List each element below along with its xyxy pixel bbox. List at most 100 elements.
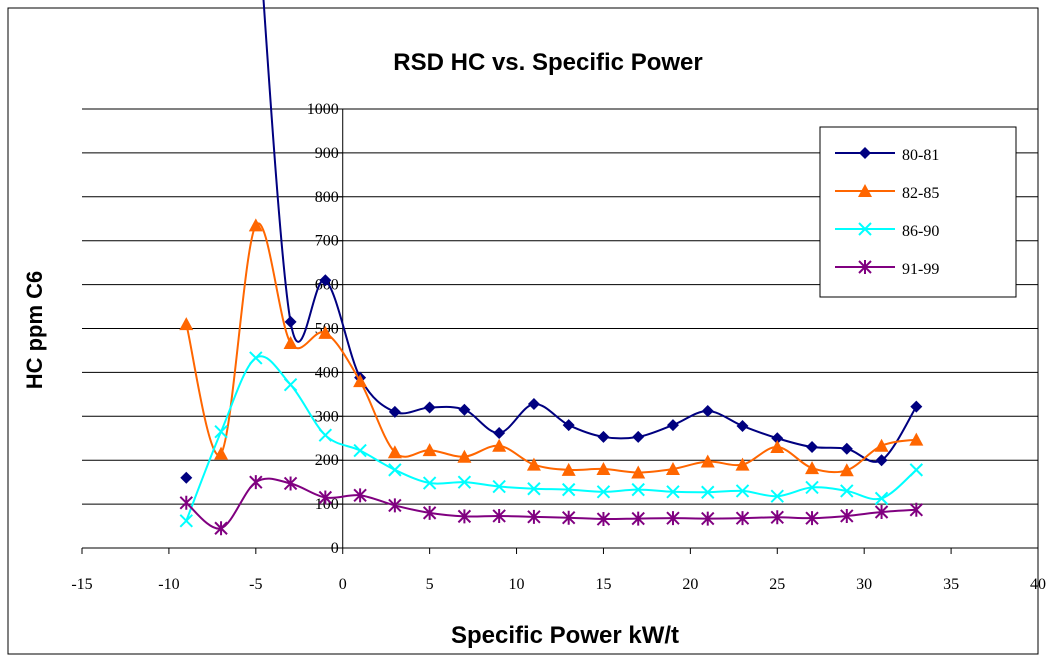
- marker: [388, 463, 402, 477]
- marker: [632, 430, 645, 443]
- marker: [631, 482, 645, 497]
- marker: [422, 443, 437, 457]
- marker: [909, 463, 924, 477]
- marker: [665, 461, 680, 475]
- y-tick-label: 200: [315, 452, 339, 469]
- marker: [874, 438, 889, 452]
- y-tick-label: 300: [315, 408, 339, 425]
- chart-frame: [7, 7, 1039, 655]
- marker: [249, 475, 263, 490]
- marker: [214, 521, 228, 536]
- marker: [387, 445, 402, 459]
- legend-label: 91-99: [902, 261, 939, 278]
- legend-label: 82-85: [902, 185, 939, 202]
- series-line: [185, 477, 917, 530]
- marker: [248, 218, 263, 232]
- marker: [840, 442, 853, 455]
- marker: [353, 443, 367, 458]
- marker: [858, 184, 872, 197]
- marker: [457, 509, 472, 524]
- x-tick-label: -15: [71, 576, 92, 593]
- marker: [771, 432, 784, 445]
- marker: [422, 505, 437, 520]
- marker: [858, 222, 872, 236]
- marker: [457, 449, 472, 463]
- marker: [422, 476, 437, 490]
- marker: [353, 374, 368, 388]
- marker: [561, 462, 576, 476]
- marker: [319, 274, 332, 287]
- marker: [805, 511, 819, 526]
- marker: [561, 510, 576, 525]
- marker: [875, 454, 888, 467]
- marker: [596, 461, 611, 475]
- marker: [596, 485, 611, 499]
- marker: [318, 428, 333, 442]
- marker: [701, 405, 714, 418]
- marker: [735, 457, 750, 471]
- x-tick-label: 15: [595, 576, 611, 593]
- legend-label: 80-81: [902, 147, 939, 164]
- marker: [631, 465, 646, 479]
- legend-label: 86-90: [902, 223, 939, 240]
- marker: [457, 475, 472, 489]
- marker: [493, 426, 506, 439]
- x-axis-label: Specific Power kW/t: [451, 622, 679, 649]
- marker: [179, 514, 193, 528]
- x-tick-label: 5: [426, 576, 434, 593]
- marker: [526, 457, 541, 471]
- marker: [770, 510, 784, 525]
- x-tick-label: -10: [158, 576, 179, 593]
- x-tick-label: 0: [339, 576, 347, 593]
- x-tick-label: 30: [856, 576, 872, 593]
- x-tick-label: -5: [249, 576, 262, 593]
- marker: [701, 485, 715, 499]
- marker: [318, 325, 333, 339]
- marker: [631, 511, 645, 526]
- marker: [666, 511, 680, 526]
- y-tick-label: 800: [315, 189, 339, 206]
- marker: [840, 484, 854, 498]
- marker: [492, 479, 506, 494]
- y-axis-label: HC ppm C6: [22, 271, 47, 390]
- marker: [909, 502, 924, 517]
- x-tick-label: 35: [943, 576, 959, 593]
- legend: [819, 126, 1017, 298]
- y-tick-label: 1000: [307, 101, 339, 118]
- marker: [388, 405, 401, 418]
- marker: [858, 260, 872, 274]
- y-tick-label: 100: [315, 496, 339, 513]
- marker: [283, 476, 298, 491]
- marker: [353, 488, 367, 503]
- marker: [770, 440, 785, 454]
- x-tick-label: 10: [509, 576, 525, 593]
- marker: [700, 454, 715, 468]
- marker: [770, 489, 784, 503]
- marker: [859, 147, 871, 159]
- plot: [179, 0, 924, 536]
- marker: [179, 495, 193, 510]
- marker: [874, 505, 889, 520]
- marker: [597, 430, 610, 443]
- marker: [214, 424, 228, 439]
- marker: [318, 490, 333, 505]
- marker: [492, 438, 507, 452]
- marker: [283, 377, 298, 392]
- marker: [666, 485, 680, 499]
- marker: [492, 508, 506, 523]
- x-tick-label: 20: [682, 576, 698, 593]
- marker: [423, 401, 436, 414]
- marker: [701, 511, 715, 526]
- marker: [284, 315, 297, 328]
- marker: [283, 335, 298, 349]
- marker: [249, 351, 263, 365]
- chart-title: RSD HC vs. Specific Power: [393, 49, 702, 76]
- marker: [805, 480, 819, 495]
- x-tick-label: 25: [769, 576, 785, 593]
- marker: [561, 482, 576, 497]
- y-tick-label: 700: [315, 233, 339, 250]
- marker: [388, 498, 402, 513]
- y-tick-label: 900: [315, 145, 339, 162]
- marker: [179, 317, 194, 331]
